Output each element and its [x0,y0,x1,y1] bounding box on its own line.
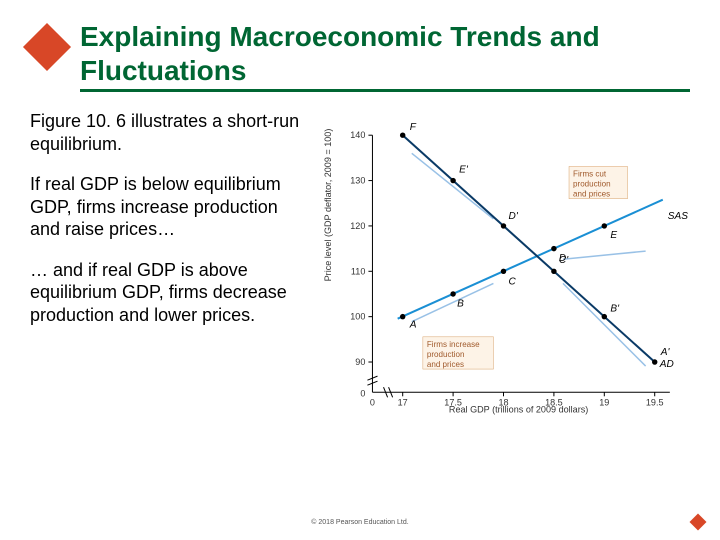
lbl-B: B [457,299,464,310]
callout-upper: Firms cut production and prices [569,167,627,199]
copyright-footer: © 2018 Pearson Education Ltd. [0,519,720,526]
lbl-Bp: B' [610,304,620,315]
y-tick-100: 100 [350,312,365,322]
callout-lower-l1: Firms increase [427,340,480,349]
pt-Cp [551,269,556,274]
lbl-A: A [409,320,417,331]
x-tick-17: 17 [398,398,408,408]
corner-diamond-icon [690,514,706,530]
callout-upper-l3: and prices [573,190,610,199]
lbl-C: C [509,277,517,288]
ad-label: AD [659,359,674,370]
x-tick-19: 19 [599,398,609,408]
diamond-icon [23,23,71,71]
y-tick-130: 130 [350,176,365,186]
y-tick-90: 90 [355,357,365,367]
x-axis-label: Real GDP (trillions of 2009 dollars) [449,405,588,415]
callout-lower-l3: and prices [427,360,464,369]
x-tick-175: 17.5 [444,398,462,408]
y-ticks: 0 90 100 110 120 130 140 [350,130,372,398]
pt-Ap [652,359,657,364]
lbl-F: F [410,122,417,133]
equilibrium-chart: Price level (GDP deflator, 2009 = 100) R… [317,110,690,423]
pt-Ep [450,178,455,183]
pt-F [400,133,405,138]
text-column: Figure 10. 6 illustrates a short-run equ… [30,110,305,428]
pt-A [400,314,405,319]
x-tick-195: 19.5 [646,398,664,408]
lbl-Ap: A' [660,347,671,358]
content-row: Figure 10. 6 illustrates a short-run equ… [30,110,690,428]
pt-E [602,223,607,228]
paragraph-1: Figure 10. 6 illustrates a short-run equ… [30,110,305,155]
y-tick-140: 140 [350,130,365,140]
lbl-Ep: E' [459,165,469,176]
callout-upper-l1: Firms cut [573,170,607,179]
pt-B [450,291,455,296]
lbl-Cp: C' [559,255,569,266]
slide: Explaining Macroeconomic Trends and Fluc… [0,0,720,540]
x-tick-0: 0 [370,398,375,408]
sas-line [398,200,663,319]
lbl-E: E [610,230,617,241]
page-title: Explaining Macroeconomic Trends and Fluc… [80,20,690,92]
x-tick-18: 18 [498,398,508,408]
pt-C [501,269,506,274]
callout-lower: Firms increase production and prices [423,337,494,369]
x-tick-185: 18.5 [545,398,563,408]
pt-Bp [602,314,607,319]
pt-Dp [501,223,506,228]
title-row: Explaining Macroeconomic Trends and Fluc… [30,20,690,92]
sas-label: SAS [668,211,688,222]
paragraph-3: … and if real GDP is above equilibrium G… [30,259,305,327]
y-tick-0: 0 [360,388,365,398]
chart-column: Price level (GDP deflator, 2009 = 100) R… [317,110,690,428]
y-tick-120: 120 [350,221,365,231]
y-axis-label: Price level (GDP deflator, 2009 = 100) [323,129,333,282]
paragraph-2: If real GDP is below equilibrium GDP, fi… [30,173,305,241]
callout-lower-l2: production [427,350,465,359]
y-tick-110: 110 [351,267,365,277]
callout-upper-l2: production [573,180,611,189]
pt-D [551,246,556,251]
lbl-Dp: D' [509,211,519,222]
data-points: A B C D E A' B' C' D' [400,122,671,365]
